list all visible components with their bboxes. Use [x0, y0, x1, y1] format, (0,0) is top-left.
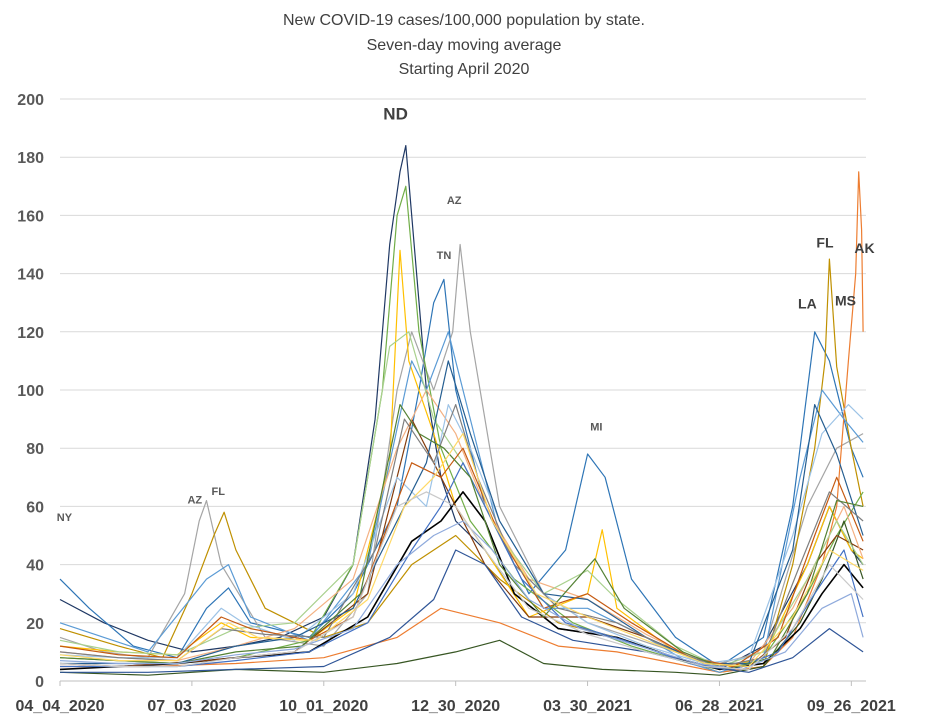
series-line: [59, 278, 864, 668]
x-tick-label: 09_26_2021: [807, 698, 896, 715]
series-line: [59, 418, 864, 668]
annotation-label: FL: [816, 234, 834, 250]
series-line: [59, 404, 864, 671]
series-line: [59, 404, 864, 668]
series-line: [59, 433, 864, 668]
chart-title: New COVID-19 cases/100,000 population by…: [283, 12, 645, 29]
series-line: [59, 404, 864, 665]
y-tick-label: 40: [26, 558, 44, 575]
annotation-label: MS: [835, 293, 856, 309]
series-line: [59, 447, 864, 668]
series-line: [60, 549, 864, 673]
y-tick-label: 100: [17, 383, 44, 400]
series-line: [59, 491, 864, 671]
annotation-label: LA: [798, 296, 817, 312]
y-tick-label: 140: [17, 267, 44, 284]
x-tick-label: 07_03_2020: [147, 698, 236, 715]
y-tick-label: 120: [17, 325, 44, 342]
y-tick-label: 160: [17, 208, 44, 225]
annotation-label: ND: [383, 104, 408, 123]
annotation-label: FL: [212, 486, 226, 498]
chart-subtitle: Seven-day moving average: [366, 37, 562, 54]
x-tick-label: 03_30_2021: [543, 698, 632, 715]
series-line: [59, 331, 864, 673]
annotation-label: AZ: [187, 494, 202, 506]
y-tick-label: 80: [26, 441, 44, 458]
annotation-label: AZ: [447, 195, 462, 207]
series-line: [59, 520, 864, 676]
series-line: [59, 145, 864, 671]
series-line: [60, 171, 864, 673]
series-line: [59, 258, 864, 673]
series-line: [59, 520, 864, 671]
annotation-label: NY: [57, 512, 73, 524]
series-line: [60, 462, 864, 671]
chart-subtitle-2: Starting April 2020: [398, 61, 530, 78]
series-line: [59, 243, 864, 665]
y-tick-label: 20: [26, 616, 44, 633]
y-tick-label: 200: [17, 92, 44, 109]
y-tick-label: 180: [17, 150, 44, 167]
y-tick-label: 60: [26, 499, 44, 516]
series-line: [60, 360, 864, 665]
annotation-label: AK: [854, 240, 874, 256]
x-tick-label: 04_04_2020: [16, 698, 105, 715]
x-tick-label: 12_30_2020: [411, 698, 500, 715]
annotation-label: TN: [437, 250, 452, 262]
x-tick-label: 10_01_2020: [279, 698, 368, 715]
x-tick-label: 06_28_2021: [675, 698, 764, 715]
y-tick-label: 0: [35, 674, 44, 691]
annotation-label: MI: [590, 422, 602, 434]
